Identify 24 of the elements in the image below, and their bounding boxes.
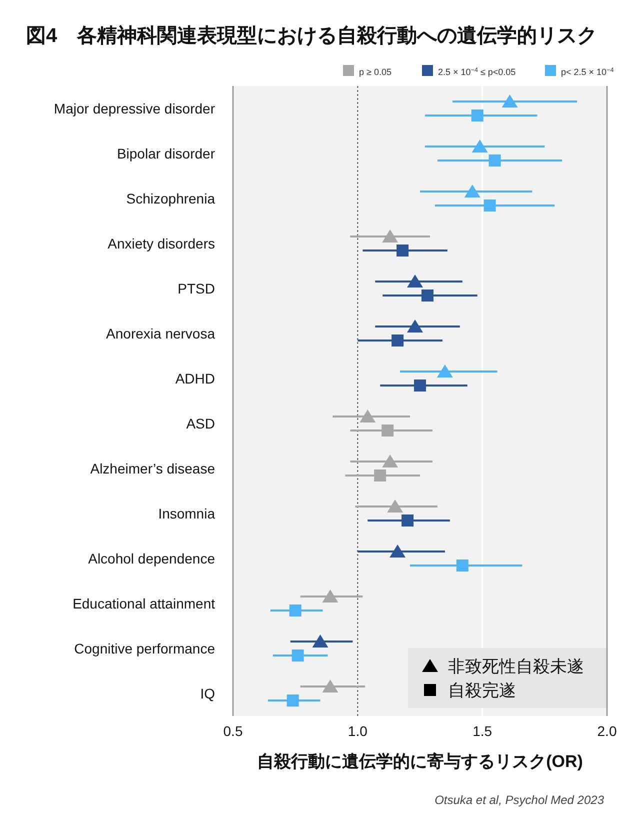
y-tick-label: Insomnia (158, 506, 216, 522)
y-tick-label: Major depressive disorder (54, 100, 216, 116)
x-axis-title: 自殺行動に遺伝学的に寄与するリスク(OR) (257, 752, 583, 771)
text: p< 2.5 × 10$^{−4}$ (561, 66, 614, 77)
y-tick-label: Bipolar disorder (116, 146, 216, 162)
y-tick-label: Cognitive performance (74, 640, 216, 656)
y-tick-label: Schizophrenia (126, 190, 216, 206)
y-tick-label: Alzheimer’s disease (90, 460, 216, 476)
y-tick-label: PTSD (178, 280, 215, 296)
y-tick-label: IQ (200, 686, 216, 702)
y-tick-label: Alcohol dependence (88, 550, 216, 566)
text: p ≥ 0.05 (359, 67, 392, 77)
y-tick-label: Anorexia nervosa (106, 326, 216, 342)
y-tick-label: Educational attainment (72, 596, 216, 612)
x-tick-label: 1.0 (348, 723, 368, 739)
x-tick-label: 1.5 (472, 723, 492, 739)
x-tick-label: 2.0 (597, 723, 617, 739)
y-tick-label: Anxiety disorders (108, 236, 215, 252)
y-tick-label: ASD (186, 416, 215, 432)
y-tick-label: ADHD (175, 370, 215, 386)
x-tick-label: 0.5 (223, 723, 243, 739)
text: Otsuka et al, Psychol Med 2023 (434, 793, 604, 807)
text: 2.5 × 10$^{−4}$ ≤ p<0.05 (438, 66, 516, 77)
chart-title: 図4 各精神科関連表現型における自殺行動への遺伝学的リスク (26, 24, 598, 47)
